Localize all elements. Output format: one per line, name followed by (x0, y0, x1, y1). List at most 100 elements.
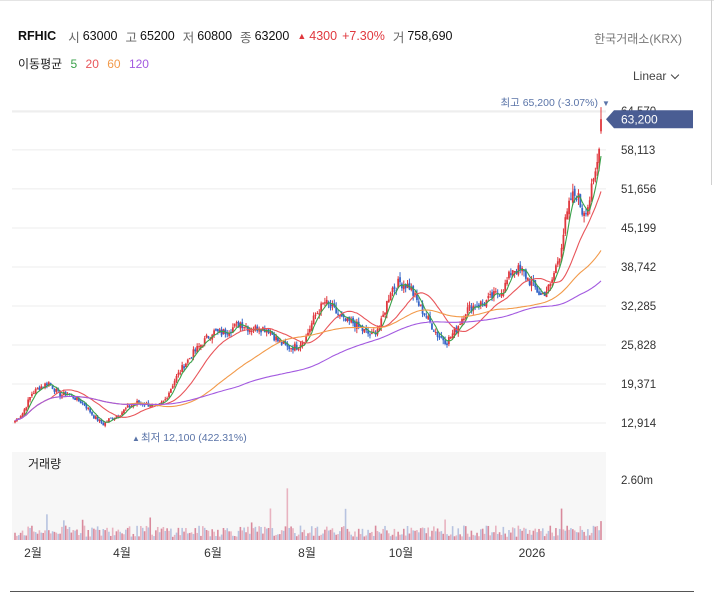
volume-bar (551, 532, 553, 540)
x-tick-label: 6월 (204, 546, 222, 560)
candle-body (579, 194, 582, 208)
candle-body (29, 397, 31, 401)
candle-body (128, 405, 131, 408)
volume-bar (500, 534, 503, 540)
volume-bar (374, 525, 377, 540)
candle-body (350, 319, 353, 323)
candle-body (449, 336, 452, 339)
volume-bar (243, 527, 245, 540)
candle-body (440, 335, 443, 338)
candle-body (363, 329, 366, 333)
candle-body (160, 401, 163, 405)
candle-body (138, 400, 140, 404)
volume-bar (327, 530, 330, 540)
ma20-legend[interactable]: 20 (85, 57, 99, 71)
high-label: 고 (125, 30, 137, 45)
volume-bar (558, 528, 561, 540)
candle-body (96, 417, 99, 421)
candle-body (494, 291, 497, 293)
candle-body (216, 329, 219, 332)
candle-body (476, 305, 478, 307)
volume-bar (519, 529, 522, 540)
candle-body (271, 331, 274, 335)
candle-body (235, 322, 238, 324)
candle-body (175, 376, 178, 382)
candle-body (310, 323, 313, 331)
candle-body (196, 346, 199, 353)
scale-selector[interactable]: Linear (633, 69, 680, 83)
volume-bar (108, 531, 110, 540)
volume-bar (566, 525, 568, 540)
candle-body (198, 346, 200, 348)
volume-bar (16, 535, 18, 540)
volume-bar (314, 527, 317, 540)
volume-bar (158, 532, 161, 540)
volume-bar (202, 526, 204, 540)
candle-body (269, 331, 272, 334)
volume-bar (232, 535, 234, 540)
candle-body (31, 393, 33, 396)
candle-body (248, 330, 251, 333)
volume-bar (96, 526, 99, 540)
volume-bar (299, 525, 302, 540)
volume-bar (320, 534, 322, 540)
candle-body (21, 413, 24, 418)
candle-body (98, 419, 101, 422)
candle-body (213, 330, 215, 336)
volume-bar (25, 535, 28, 540)
candle-body (367, 330, 370, 334)
candle-body (51, 385, 54, 389)
candle-body (539, 292, 542, 296)
volume-bar (352, 536, 354, 540)
candle-body (385, 301, 388, 315)
candle-body (318, 313, 321, 315)
volume-bar (267, 527, 270, 540)
volume-bar (269, 508, 272, 540)
candle-body (44, 383, 46, 388)
ma5-legend[interactable]: 5 (70, 57, 78, 71)
candle-body (534, 280, 537, 288)
volume-bar (168, 530, 170, 540)
candle-body (472, 305, 475, 311)
volume-bar (312, 535, 315, 540)
candle-body (592, 178, 595, 182)
candle-body (62, 391, 65, 396)
volume-bar (526, 533, 529, 540)
y-tick-label: 38,742 (621, 262, 656, 274)
volume-bar (275, 534, 277, 540)
candle-body (126, 405, 129, 408)
volume-bar (51, 531, 54, 540)
ma120-legend[interactable]: 120 (128, 57, 149, 71)
change-percent: +7.30% (342, 29, 385, 43)
candle-body (245, 326, 247, 328)
candle-body (427, 316, 430, 320)
open-label: 시 (68, 30, 80, 45)
candle-body (508, 271, 510, 279)
candle-body (282, 341, 285, 344)
candle-body (432, 330, 435, 332)
candle-body (173, 380, 176, 386)
volume-bar (429, 536, 431, 540)
volume-bar (434, 531, 437, 540)
volume-bar (64, 525, 67, 540)
volume-bar (252, 528, 255, 540)
volume-bar (402, 528, 405, 540)
volume-bar (209, 536, 212, 540)
candle-body (359, 325, 362, 328)
volume-bar (322, 533, 324, 540)
ma60-legend[interactable]: 60 (107, 57, 121, 71)
candle-body (25, 407, 28, 411)
change-up-icon: ▲ (297, 31, 307, 41)
volume-bar (513, 528, 516, 540)
volume-bar (310, 526, 313, 540)
candle-body (239, 322, 242, 329)
candle-body (76, 397, 78, 401)
candle-body (387, 299, 390, 303)
candle-body (553, 272, 555, 281)
volume-panel: 거래량 2.60m (12, 452, 653, 540)
candle-body (568, 200, 570, 215)
candle-body (399, 277, 401, 283)
candle-body (301, 342, 304, 347)
ma5-line (14, 156, 602, 423)
